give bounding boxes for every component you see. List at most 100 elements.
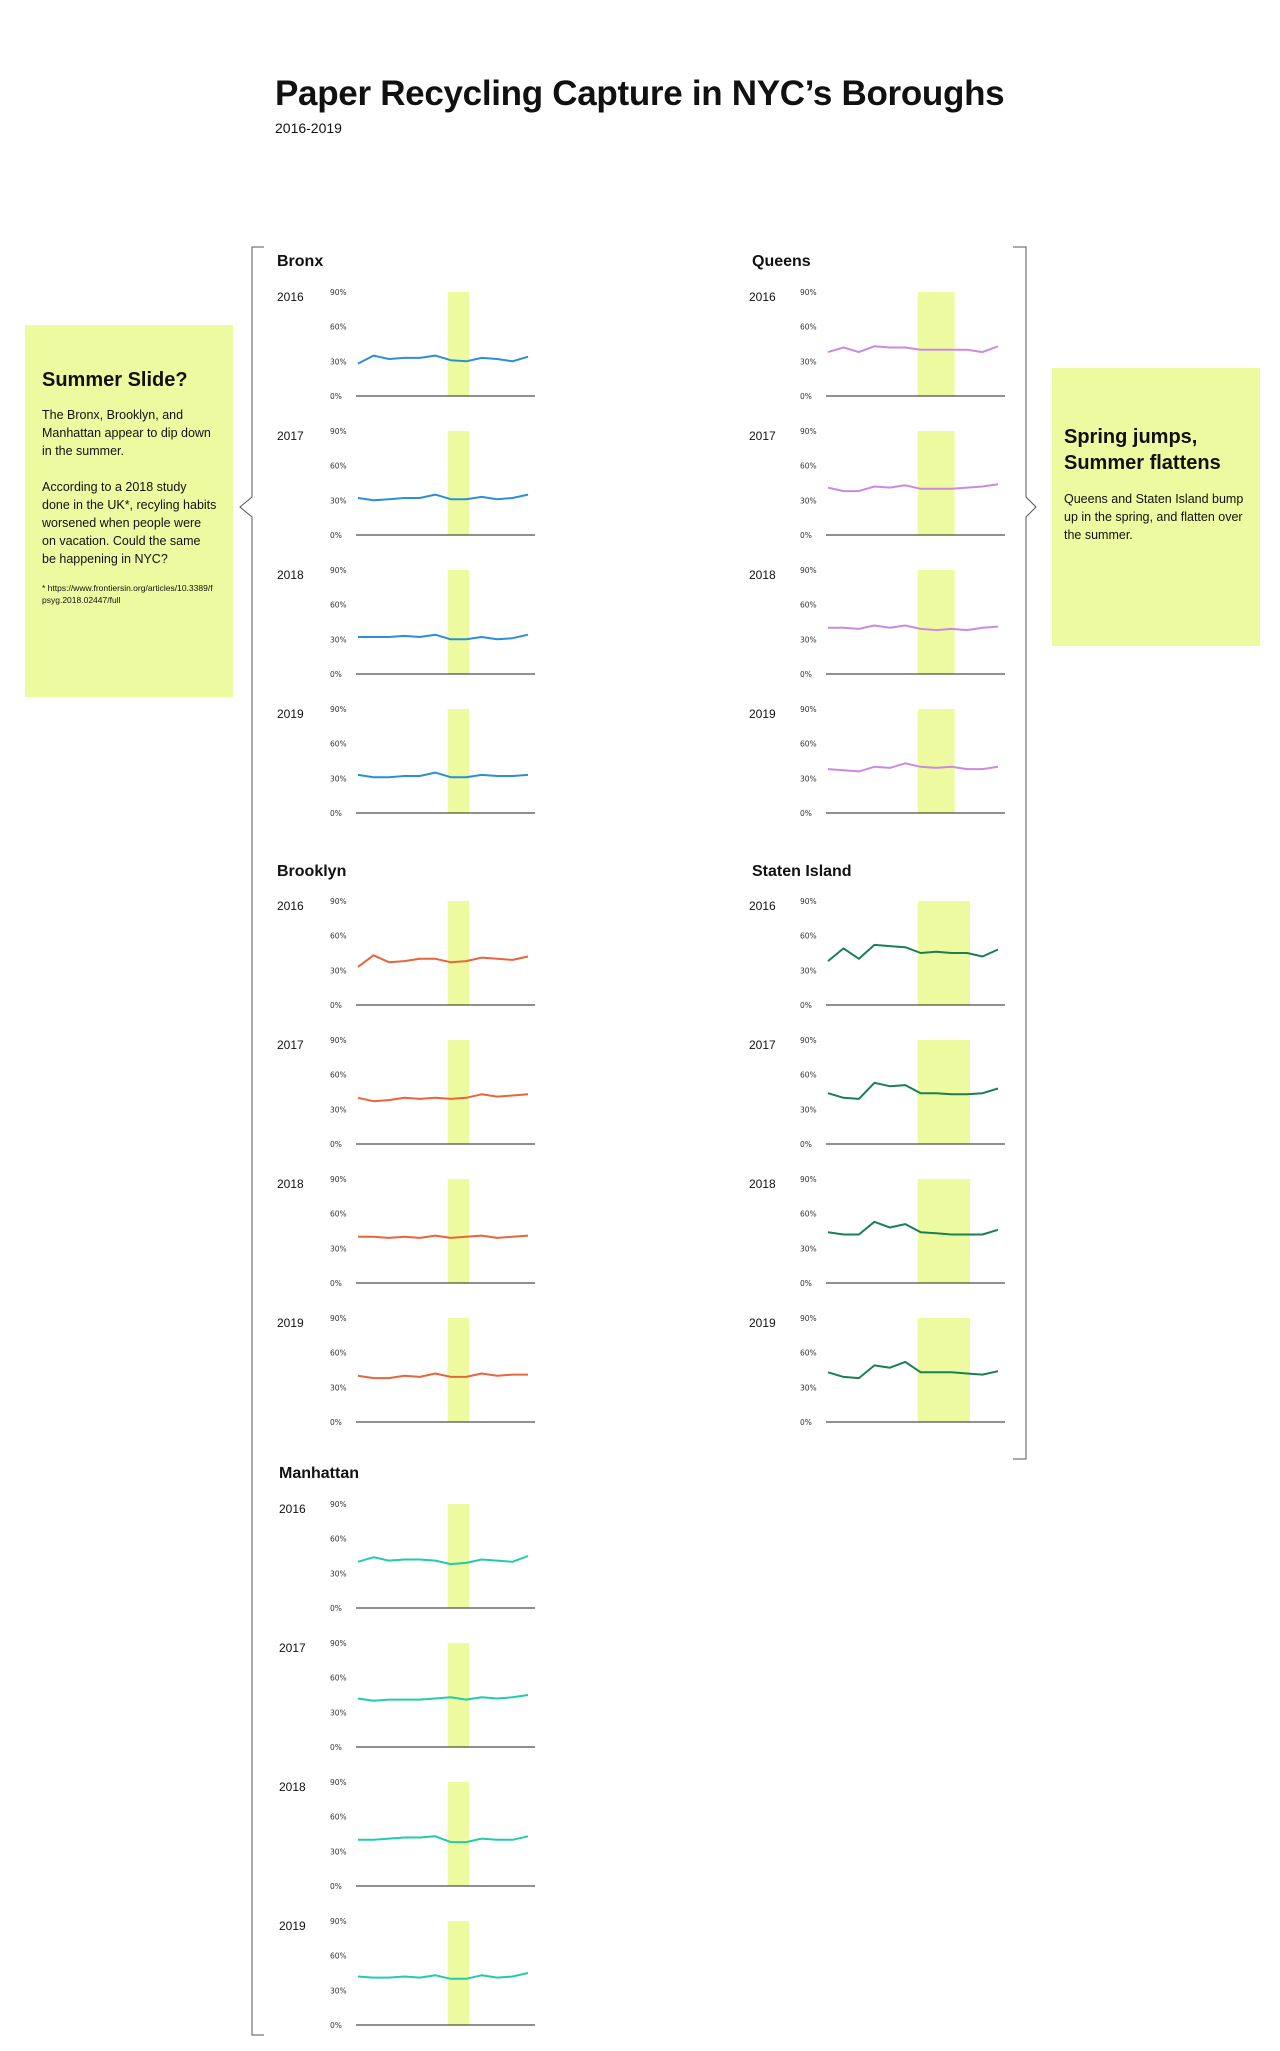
y-tick-label: 30% xyxy=(330,635,347,644)
y-tick-label: 30% xyxy=(800,1105,817,1114)
brooklyn-series-line xyxy=(357,1372,528,1380)
y-tick-label: 60% xyxy=(330,1535,347,1544)
queens-series-line xyxy=(827,345,999,354)
y-tick-label: 60% xyxy=(330,1674,347,1683)
y-tick-label: 0% xyxy=(330,809,342,818)
y-tick-label: 0% xyxy=(800,809,812,818)
manhattan-series-line xyxy=(357,1555,529,1566)
y-tick-label: 30% xyxy=(330,357,347,366)
manhattan-year-label: 2018 xyxy=(279,1780,306,1794)
queens-series-line xyxy=(827,483,999,493)
y-tick-label: 90% xyxy=(330,1314,347,1323)
summer-highlight-band xyxy=(447,431,470,535)
bronx-year-label: 2017 xyxy=(277,429,304,443)
brooklyn-year-label: 2019 xyxy=(277,1316,304,1330)
brooklyn-year-label: 2017 xyxy=(277,1038,304,1052)
queens-year-label: 2018 xyxy=(749,568,776,582)
y-tick-label: 0% xyxy=(800,392,812,401)
summer-highlight-band xyxy=(447,1504,470,1608)
brooklyn-2016-chart: 0% 30% 60% 90% xyxy=(330,897,535,1010)
y-tick-label: 90% xyxy=(330,566,347,575)
summer-highlight-band xyxy=(447,570,470,674)
y-tick-label: 0% xyxy=(800,531,812,540)
summer-highlight-band xyxy=(447,1782,470,1886)
y-tick-label: 30% xyxy=(330,1244,347,1253)
manhattan-year-label: 2019 xyxy=(279,1919,306,1933)
bronx-2019-chart: 0% 30% 60% 90% xyxy=(330,705,535,818)
manhattan-2018-chart: 0% 30% 60% 90% xyxy=(330,1778,535,1891)
summer-highlight-band xyxy=(447,292,470,396)
y-tick-label: 90% xyxy=(800,1314,817,1323)
summer-highlight-band xyxy=(917,1318,971,1422)
summer-highlight-band xyxy=(917,1179,971,1283)
summer-slide-footnote: * https://www.frontiersin.org/articles/1… xyxy=(42,583,213,605)
queens-year-label: 2017 xyxy=(749,429,776,443)
y-tick-label: 30% xyxy=(800,635,817,644)
y-tick-label: 30% xyxy=(800,1244,817,1253)
queens-2017-chart: 0% 30% 60% 90% xyxy=(800,427,1005,540)
queens-heading: Queens xyxy=(752,253,811,270)
y-tick-label: 30% xyxy=(330,1105,347,1114)
queens-series-line xyxy=(827,762,999,773)
queens-2016-chart: 0% 30% 60% 90% xyxy=(800,288,1005,401)
queens-2018-chart: 0% 30% 60% 90% xyxy=(800,566,1005,679)
y-tick-label: 60% xyxy=(330,1210,347,1219)
y-tick-label: 90% xyxy=(800,897,817,906)
y-tick-label: 0% xyxy=(330,1882,342,1891)
y-tick-label: 90% xyxy=(330,427,347,436)
y-tick-label: 90% xyxy=(330,1036,347,1045)
y-tick-label: 60% xyxy=(330,323,347,332)
y-tick-label: 30% xyxy=(800,496,817,505)
y-tick-label: 0% xyxy=(330,1140,342,1149)
y-tick-label: 60% xyxy=(800,1071,817,1080)
y-tick-label: 30% xyxy=(330,1383,347,1392)
staten-island-series-line xyxy=(827,1360,999,1380)
staten-island-series-line xyxy=(827,943,999,962)
left-bracket xyxy=(239,246,264,2036)
manhattan-series-line xyxy=(357,1694,529,1702)
manhattan-year-label: 2016 xyxy=(279,1502,306,1516)
y-tick-label: 90% xyxy=(800,427,817,436)
summer-highlight-band xyxy=(917,292,955,396)
y-tick-label: 90% xyxy=(800,705,817,714)
summer-highlight-band xyxy=(917,431,955,535)
y-tick-label: 0% xyxy=(800,670,812,679)
brooklyn-heading: Brooklyn xyxy=(277,863,347,880)
spring-jumps-body: Queens and Staten Island bump up in the … xyxy=(1064,492,1244,542)
manhattan-year-label: 2017 xyxy=(279,1641,306,1655)
y-tick-label: 60% xyxy=(330,462,347,471)
manhattan-series-line xyxy=(358,1835,529,1844)
staten-island-series-line xyxy=(827,1220,999,1236)
y-tick-label: 30% xyxy=(330,966,347,975)
staten-island-2019-chart: 0% 30% 60% 90% xyxy=(800,1314,1005,1427)
manhattan-2017-chart: 0% 30% 60% 90% xyxy=(330,1639,535,1752)
summer-highlight-band xyxy=(917,570,955,674)
staten-island-2018-chart: 0% 30% 60% 90% xyxy=(800,1175,1005,1288)
y-tick-label: 60% xyxy=(330,932,347,941)
y-tick-label: 0% xyxy=(800,1140,812,1149)
y-tick-label: 30% xyxy=(330,1569,347,1578)
y-tick-label: 30% xyxy=(330,774,347,783)
summer-highlight-band xyxy=(447,901,470,1005)
page-subtitle: 2016-2019 xyxy=(275,120,342,136)
y-tick-label: 90% xyxy=(330,1500,347,1509)
bronx-series-line xyxy=(357,354,529,365)
y-tick-label: 0% xyxy=(330,1279,342,1288)
y-tick-label: 30% xyxy=(330,1708,347,1717)
y-tick-label: 90% xyxy=(330,897,347,906)
manhattan-2016-chart: 0% 30% 60% 90% xyxy=(330,1500,535,1613)
staten-island-year-label: 2019 xyxy=(749,1316,776,1330)
brooklyn-year-label: 2018 xyxy=(277,1177,304,1191)
y-tick-label: 90% xyxy=(800,1175,817,1184)
summer-highlight-band xyxy=(917,1040,971,1144)
y-tick-label: 30% xyxy=(330,496,347,505)
summer-highlight-band xyxy=(447,709,470,813)
y-tick-label: 0% xyxy=(330,1743,342,1752)
brooklyn-series-line xyxy=(358,1234,529,1239)
summer-highlight-band xyxy=(447,1643,470,1747)
y-tick-label: 60% xyxy=(800,1210,817,1219)
y-tick-label: 60% xyxy=(330,1952,347,1961)
y-tick-label: 30% xyxy=(800,774,817,783)
spring-jumps-heading: Spring jumps, Summer flattens xyxy=(1064,426,1221,474)
brooklyn-series-line xyxy=(357,1093,529,1103)
